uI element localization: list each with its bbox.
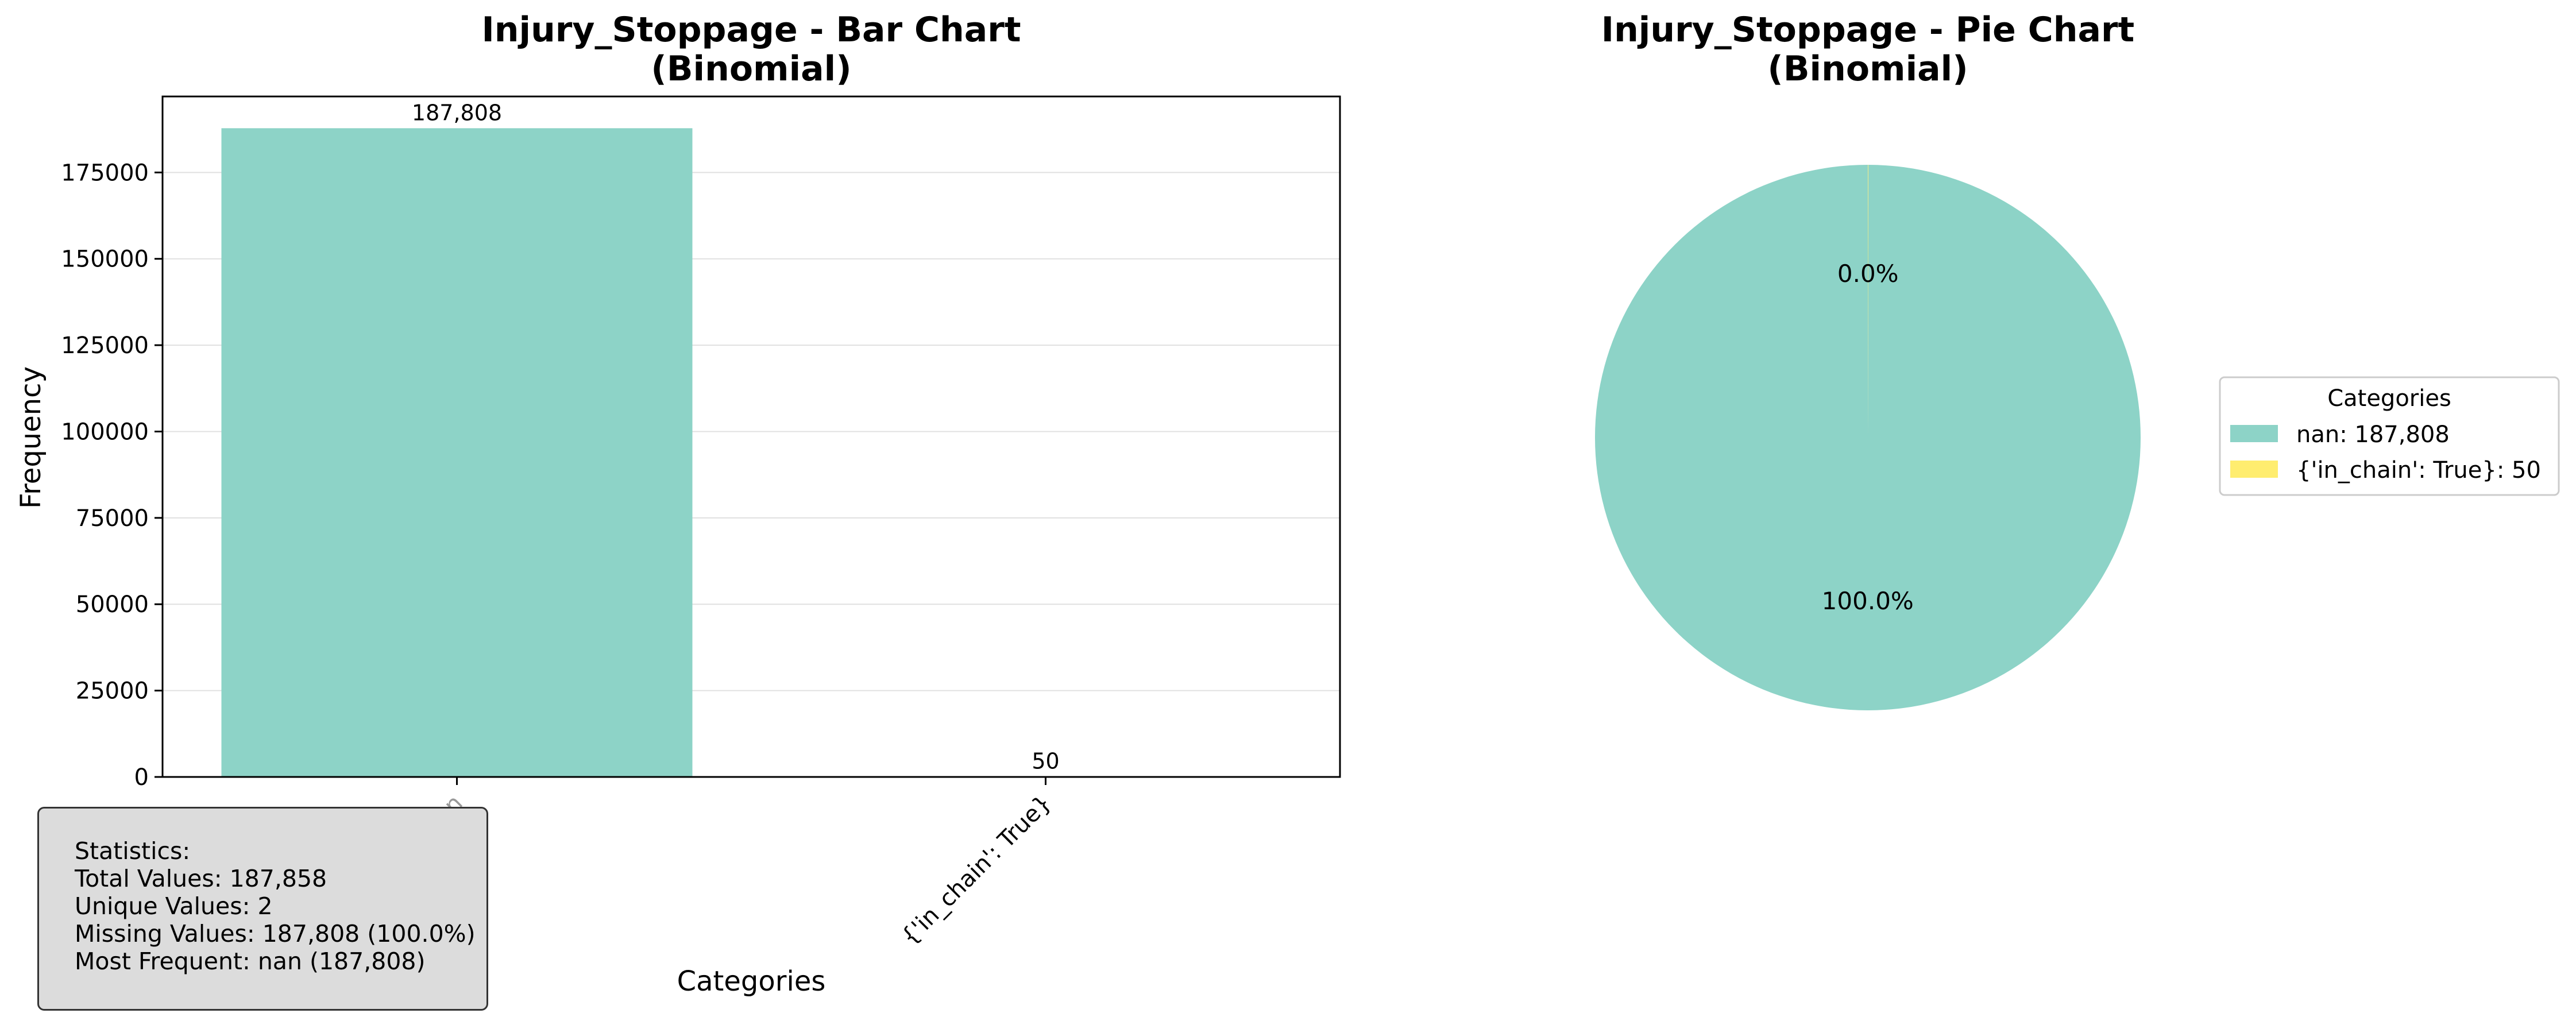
stats-missing: Missing Values: 187,808 (100.0%)	[75, 920, 476, 947]
pie-legend: Categories nan: 187,808 {'in_chain': Tru…	[2219, 376, 2560, 496]
bar-data-label: 187,808	[412, 100, 502, 125]
y-tick-label: 175000	[61, 160, 149, 186]
y-tick-label: 100000	[61, 419, 149, 445]
pie-percent-label: 100.0%	[1822, 587, 1914, 615]
pie-chart-title-line2: (Binomial)	[1767, 49, 1968, 89]
y-tick-label: 50000	[76, 591, 149, 618]
stats-unique: Unique Values: 2	[75, 892, 273, 920]
y-tick-label: 125000	[61, 332, 149, 359]
y-tick-label: 25000	[76, 678, 149, 705]
bar-chart-y-ticks: 0 25000 50000 75000 100000 125000 150000 175000	[61, 160, 163, 791]
pie-chart-slices	[1594, 165, 2141, 710]
bar-chart-xlabel: Categories	[677, 965, 826, 997]
legend-swatch-in-chain	[2230, 461, 2278, 478]
legend-entry-in-chain: {'in_chain': True}: 50	[2296, 457, 2541, 484]
legend-frame	[2219, 376, 2560, 496]
bar-data-label: 50	[1032, 749, 1059, 774]
x-tick-label: {'in_chain': True}	[896, 790, 1056, 950]
pie-chart-percent-labels: 100.0% 0.0%	[1822, 260, 1914, 615]
legend-entry-nan: nan: 187,808	[2296, 421, 2450, 448]
bar-chart-axes-frame	[161, 95, 1341, 778]
stats-most-frequent: Most Frequent: nan (187,808)	[75, 947, 426, 975]
bar-chart-title-line1: Injury_Stoppage - Bar Chart	[481, 10, 1021, 50]
bar-chart-title-line2: (Binomial)	[651, 49, 851, 89]
y-tick-label: 75000	[76, 505, 149, 532]
legend-title: Categories	[2327, 385, 2451, 412]
y-tick-label: 0	[134, 764, 149, 791]
pie-slice-0	[1594, 165, 2141, 710]
stats-total: Total Values: 187,858	[75, 865, 327, 892]
pie-percent-label: 0.0%	[1837, 260, 1899, 288]
y-tick-label: 150000	[61, 246, 149, 273]
bar-chart-x-ticks: nan{'in_chain': True}	[419, 777, 1057, 950]
stats-heading: Statistics:	[75, 837, 191, 865]
pie-chart-title-line1: Injury_Stoppage - Pie Chart	[1601, 10, 2134, 50]
statistics-box: Statistics: Total Values: 187,858 Unique…	[37, 807, 488, 1011]
bar-chart-ylabel: Frequency	[15, 366, 47, 509]
bar-chart-bars: 187,808 50	[221, 100, 1281, 777]
legend-swatch-nan	[2230, 425, 2278, 442]
bar-0	[221, 128, 693, 777]
